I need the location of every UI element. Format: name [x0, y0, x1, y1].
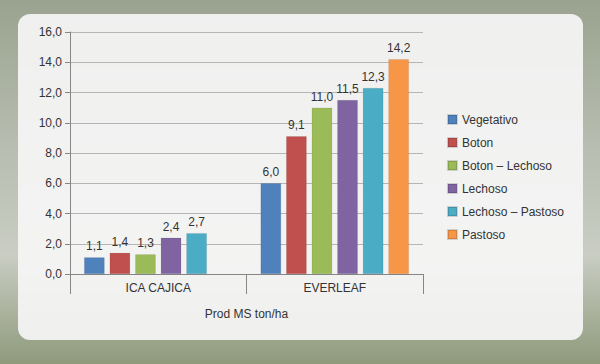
- svg-text:Lechoso – Pastoso: Lechoso – Pastoso: [462, 205, 564, 219]
- svg-text:2,7: 2,7: [188, 215, 205, 229]
- svg-text:1,3: 1,3: [137, 236, 154, 250]
- svg-text:11,5: 11,5: [336, 82, 359, 96]
- svg-text:Vegetativo: Vegetativo: [462, 113, 518, 127]
- svg-text:Boton: Boton: [462, 136, 493, 150]
- svg-text:12,3: 12,3: [361, 70, 385, 84]
- svg-text:1,4: 1,4: [112, 235, 129, 249]
- svg-text:11,0: 11,0: [311, 90, 334, 104]
- svg-text:ICA CAJICA: ICA CAJICA: [126, 281, 191, 295]
- svg-text:Lechoso: Lechoso: [462, 182, 508, 196]
- svg-text:16,0: 16,0: [39, 25, 63, 39]
- svg-text:8,0: 8,0: [45, 146, 62, 160]
- svg-text:6,0: 6,0: [263, 165, 280, 179]
- svg-text:1,1: 1,1: [86, 239, 103, 253]
- svg-text:9,1: 9,1: [288, 118, 305, 132]
- svg-text:0,0: 0,0: [45, 267, 62, 281]
- svg-text:Boton – Lechoso: Boton – Lechoso: [462, 159, 552, 173]
- svg-text:2,0: 2,0: [45, 237, 62, 251]
- svg-text:2,4: 2,4: [163, 220, 180, 234]
- svg-text:10,0: 10,0: [39, 116, 63, 130]
- svg-text:Prod MS ton/ha: Prod MS ton/ha: [205, 307, 289, 321]
- svg-text:6,0: 6,0: [45, 176, 62, 190]
- svg-text:Pastoso: Pastoso: [462, 228, 506, 242]
- svg-text:14,0: 14,0: [39, 55, 63, 69]
- svg-text:12,0: 12,0: [39, 86, 63, 100]
- svg-text:14,2: 14,2: [387, 41, 411, 55]
- svg-text:4,0: 4,0: [45, 207, 62, 221]
- svg-text:EVERLEAF: EVERLEAF: [303, 281, 366, 295]
